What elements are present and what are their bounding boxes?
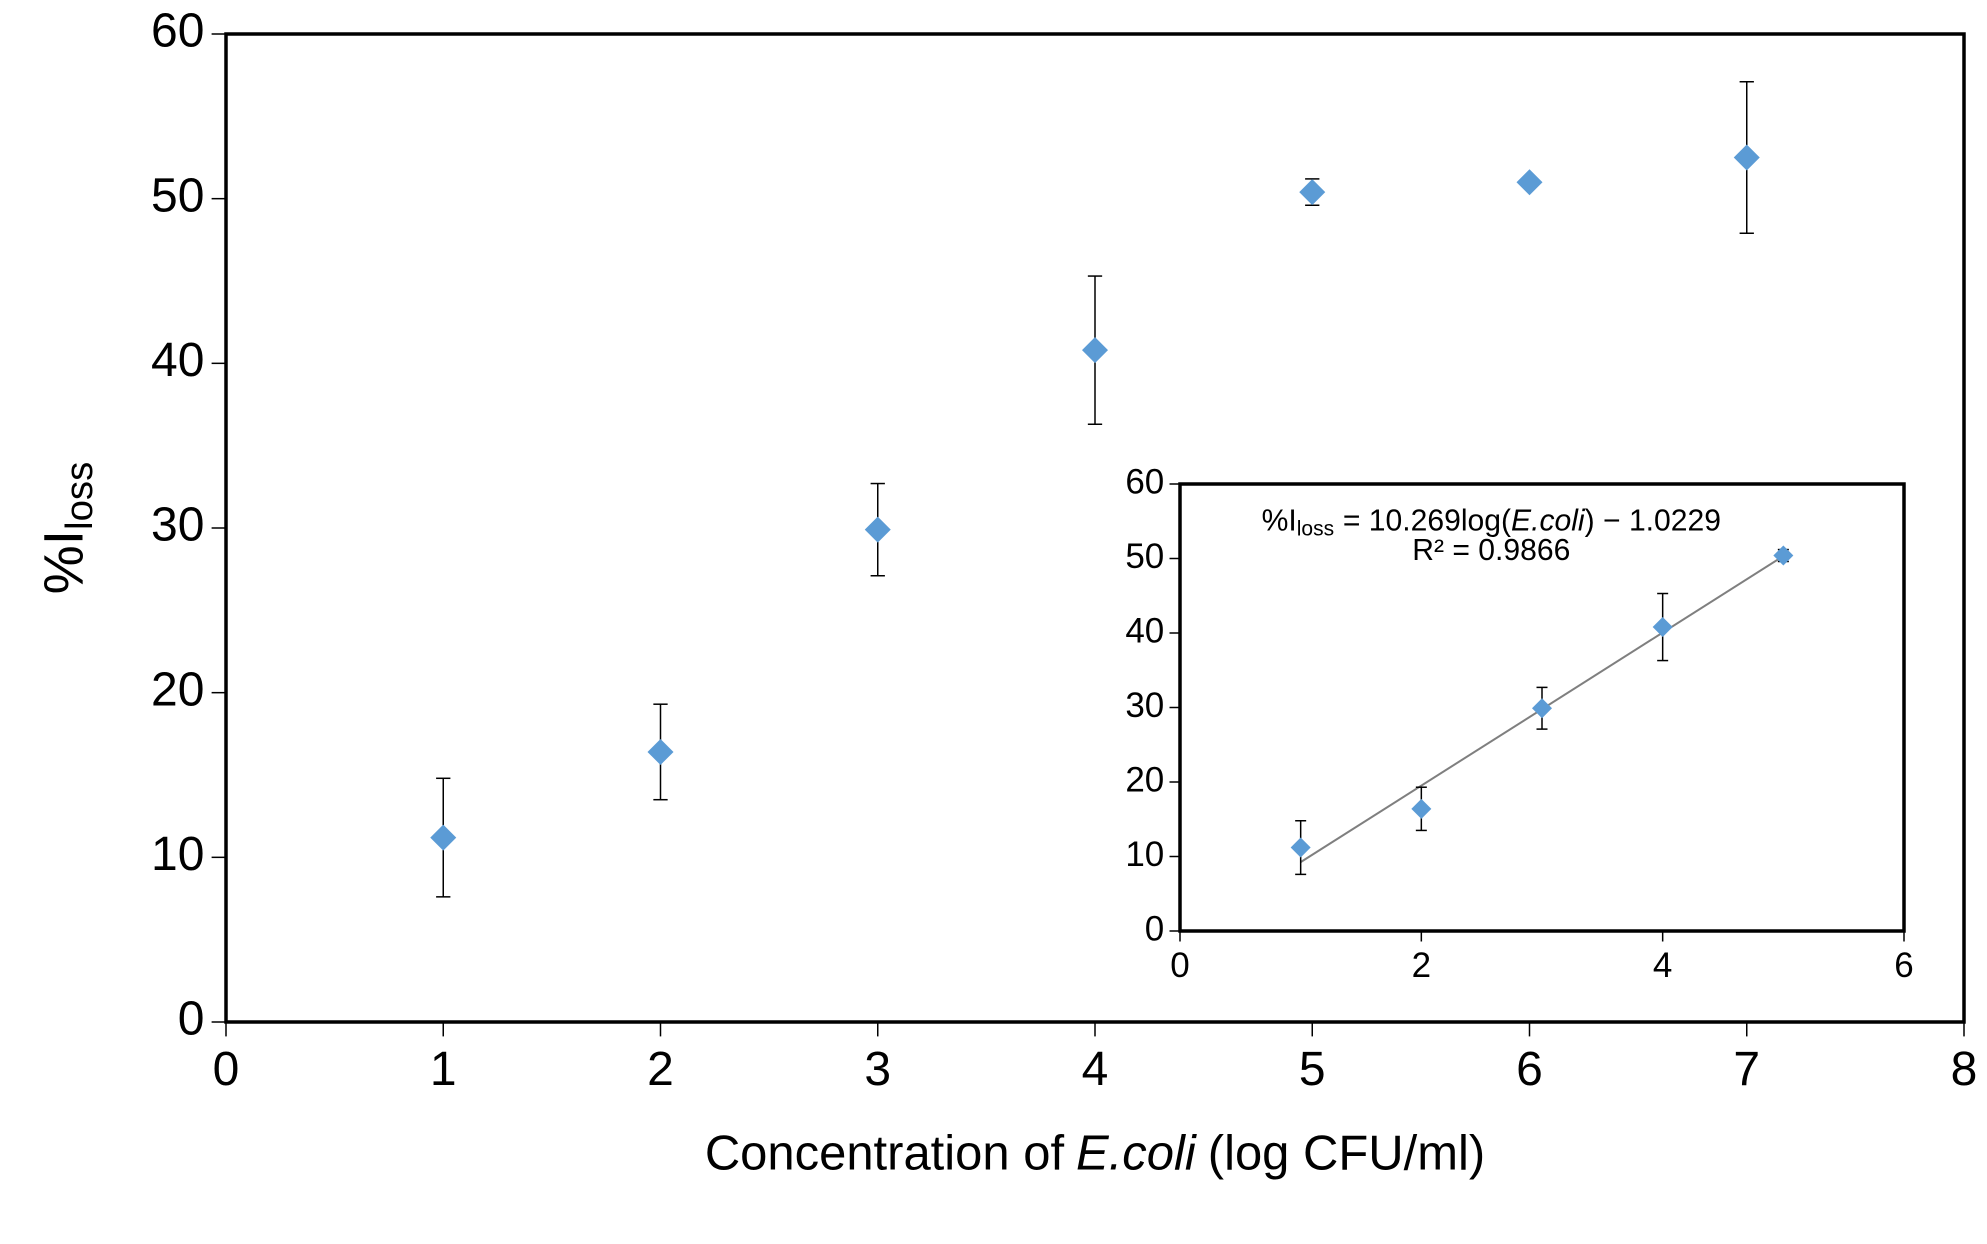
x-axis-label: Concentration of E.coli (log CFU/ml) — [705, 1126, 1485, 1180]
x-tick-label: 4 — [1082, 1043, 1109, 1096]
equation-part: %I — [1262, 504, 1297, 537]
x-label-part: E.coli — [1076, 1126, 1197, 1180]
y-tick-label: 50 — [1125, 537, 1164, 576]
data-point — [1299, 179, 1326, 206]
data-point — [1532, 698, 1552, 719]
x-tick-label: 0 — [213, 1043, 240, 1096]
y-tick-label: 60 — [151, 5, 204, 58]
y-tick-label: 30 — [151, 499, 204, 552]
data-point — [1516, 169, 1543, 196]
x-tick-label: 8 — [1951, 1043, 1978, 1096]
y-tick-label: 10 — [151, 828, 204, 881]
equation-part: E.coli — [1511, 504, 1586, 537]
data-point — [1411, 798, 1432, 819]
equation-part: ) − 1.0229 — [1585, 504, 1721, 537]
x-tick-label: 4 — [1653, 946, 1672, 985]
y-tick-label: 60 — [1125, 462, 1164, 501]
y-axis-label: %Iloss — [32, 462, 101, 595]
x-tick-label: 6 — [1516, 1043, 1543, 1096]
x-tick-label: 1 — [430, 1043, 457, 1096]
y-label-part: loss — [58, 462, 101, 530]
data-point — [430, 824, 457, 851]
data-point — [1652, 617, 1673, 638]
x-tick-label: 2 — [1412, 946, 1431, 985]
data-point — [1733, 144, 1760, 171]
x-label-part: Concentration of — [705, 1126, 1065, 1180]
equation-part: loss — [1297, 517, 1334, 540]
x-tick-label: 3 — [864, 1043, 891, 1096]
x-tick-label: 7 — [1733, 1043, 1760, 1096]
y-tick-label: 40 — [1125, 611, 1164, 650]
x-tick-label: 6 — [1894, 946, 1913, 985]
data-point — [1082, 337, 1108, 364]
y-tick-label: 0 — [178, 993, 205, 1046]
x-tick-label: 0 — [1170, 946, 1189, 985]
equation-part: = 10.269log( — [1343, 504, 1511, 537]
r-squared: R² = 0.9866 — [1412, 534, 1570, 567]
y-tick-label: 0 — [1145, 909, 1164, 948]
y-tick-label: 10 — [1125, 835, 1164, 874]
y-tick-label: 30 — [1125, 686, 1164, 725]
y-tick-label: 50 — [151, 169, 204, 222]
data-point — [647, 738, 674, 765]
y-tick-label: 20 — [151, 663, 204, 716]
y-label-part: %I — [32, 530, 94, 594]
data-point — [1290, 837, 1311, 858]
y-tick-label: 20 — [1125, 760, 1164, 799]
data-point — [864, 516, 891, 543]
x-tick-label: 5 — [1299, 1043, 1326, 1096]
trendline-equation: %Iloss = 10.269log(E.coli) − 1.0229 — [1262, 504, 1721, 540]
y-tick-label: 40 — [151, 334, 204, 387]
data-point — [1773, 545, 1794, 566]
x-label-part: (log CFU/ml) — [1208, 1126, 1485, 1180]
x-tick-label: 2 — [647, 1043, 674, 1096]
